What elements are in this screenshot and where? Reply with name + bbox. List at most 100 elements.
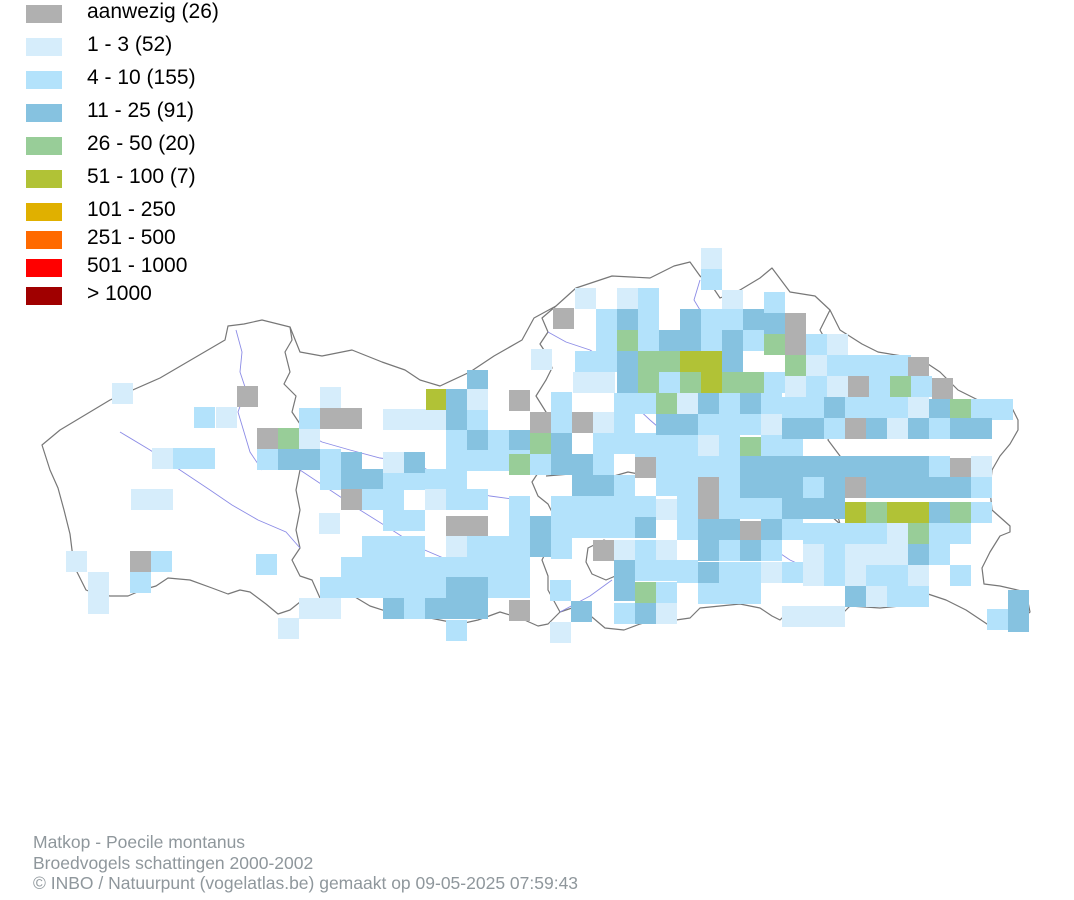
grid-cell [614, 580, 635, 601]
grid-cell [908, 418, 929, 439]
grid-cell [341, 408, 362, 429]
grid-cell [659, 351, 680, 372]
grid-cell [698, 393, 719, 414]
grid-cell [740, 498, 761, 519]
grid-cell [908, 586, 929, 607]
grid-cell [722, 372, 743, 393]
grid-cell [362, 536, 383, 557]
grid-cell [698, 540, 719, 561]
grid-cell [446, 536, 467, 557]
grid-cell [594, 372, 615, 393]
grid-cell [383, 598, 404, 619]
grid-cell [761, 435, 782, 456]
grid-cell [782, 498, 803, 519]
grid-cell [383, 452, 404, 473]
grid-cell [869, 355, 890, 376]
grid-cell [764, 334, 785, 355]
grid-cell [278, 618, 299, 639]
grid-cell [659, 372, 680, 393]
grid-cell [614, 393, 635, 414]
grid-cell [950, 399, 971, 420]
grid-cell [890, 355, 911, 376]
grid-cell [803, 397, 824, 418]
grid-cell [509, 600, 530, 621]
grid-cell [722, 309, 743, 330]
grid-cell [404, 557, 425, 578]
grid-cell [446, 409, 467, 430]
grid-cell [638, 309, 659, 330]
grid-cell [761, 519, 782, 540]
grid-cell [551, 392, 572, 413]
grid-cell [446, 469, 467, 490]
legend-label: 251 - 500 [87, 226, 176, 249]
grid-cell [488, 557, 509, 578]
grid-cell [740, 477, 761, 498]
grid-cell [551, 433, 572, 454]
grid-cell [617, 288, 638, 309]
grid-cell [88, 593, 109, 614]
grid-cell [635, 517, 656, 538]
grid-cell [593, 496, 614, 517]
grid-cell [614, 433, 635, 454]
grid-cell [929, 399, 950, 420]
legend-label: 1 - 3 (52) [87, 33, 173, 56]
grid-cell [467, 557, 488, 578]
grid-cell [509, 557, 530, 578]
grid-cell [216, 407, 237, 428]
grid-cell [845, 397, 866, 418]
legend-label: 51 - 100 (7) [87, 165, 196, 188]
grid-cell [614, 540, 635, 561]
grid-cell [803, 565, 824, 586]
grid-cell [719, 414, 740, 435]
grid-cell [782, 519, 803, 540]
grid-cell [908, 456, 929, 477]
grid-cell [509, 536, 530, 557]
grid-cell [299, 408, 320, 429]
grid-cell [719, 562, 740, 583]
grid-cell [152, 448, 173, 469]
grid-cell [638, 288, 659, 309]
grid-cell [130, 551, 151, 572]
grid-cell [656, 582, 677, 603]
grid-cell [572, 454, 593, 475]
grid-cell [740, 521, 761, 542]
grid-cell [929, 523, 950, 544]
grid-cell [488, 577, 509, 598]
grid-cell [656, 560, 677, 581]
grid-cell [782, 606, 803, 627]
grid-cell [866, 456, 887, 477]
grid-cell [971, 399, 992, 420]
grid-cell [173, 448, 194, 469]
grid-cell [467, 489, 488, 510]
grid-cell [550, 580, 571, 601]
grid-cell [803, 606, 824, 627]
grid-cell [320, 387, 341, 408]
legend-swatch [26, 104, 62, 122]
grid-cell [929, 502, 950, 523]
grid-cell [761, 393, 782, 414]
grid-cell [593, 412, 614, 433]
grid-cell [467, 389, 488, 410]
grid-cell [866, 418, 887, 439]
grid-cell [761, 414, 782, 435]
grid-cell [887, 418, 908, 439]
grid-cell [88, 572, 109, 593]
atlas-grid-cells [66, 248, 1029, 643]
grid-cell [701, 269, 722, 290]
grid-cell [530, 454, 551, 475]
grid-cell [1008, 611, 1029, 632]
grid-cell [383, 577, 404, 598]
grid-cell [701, 309, 722, 330]
dataset-name: Broedvogels schattingen 2000-2002 [33, 852, 314, 873]
grid-cell [992, 399, 1013, 420]
legend-label: 11 - 25 (91) [87, 99, 194, 122]
grid-cell [383, 536, 404, 557]
grid-cell [848, 355, 869, 376]
grid-cell [845, 565, 866, 586]
map-credits: Matkop - Poecile montanus Broedvogels sc… [33, 832, 578, 894]
grid-cell [617, 330, 638, 351]
grid-cell [806, 376, 827, 397]
grid-cell [908, 565, 929, 586]
grid-cell [446, 598, 467, 619]
grid-cell [845, 544, 866, 565]
